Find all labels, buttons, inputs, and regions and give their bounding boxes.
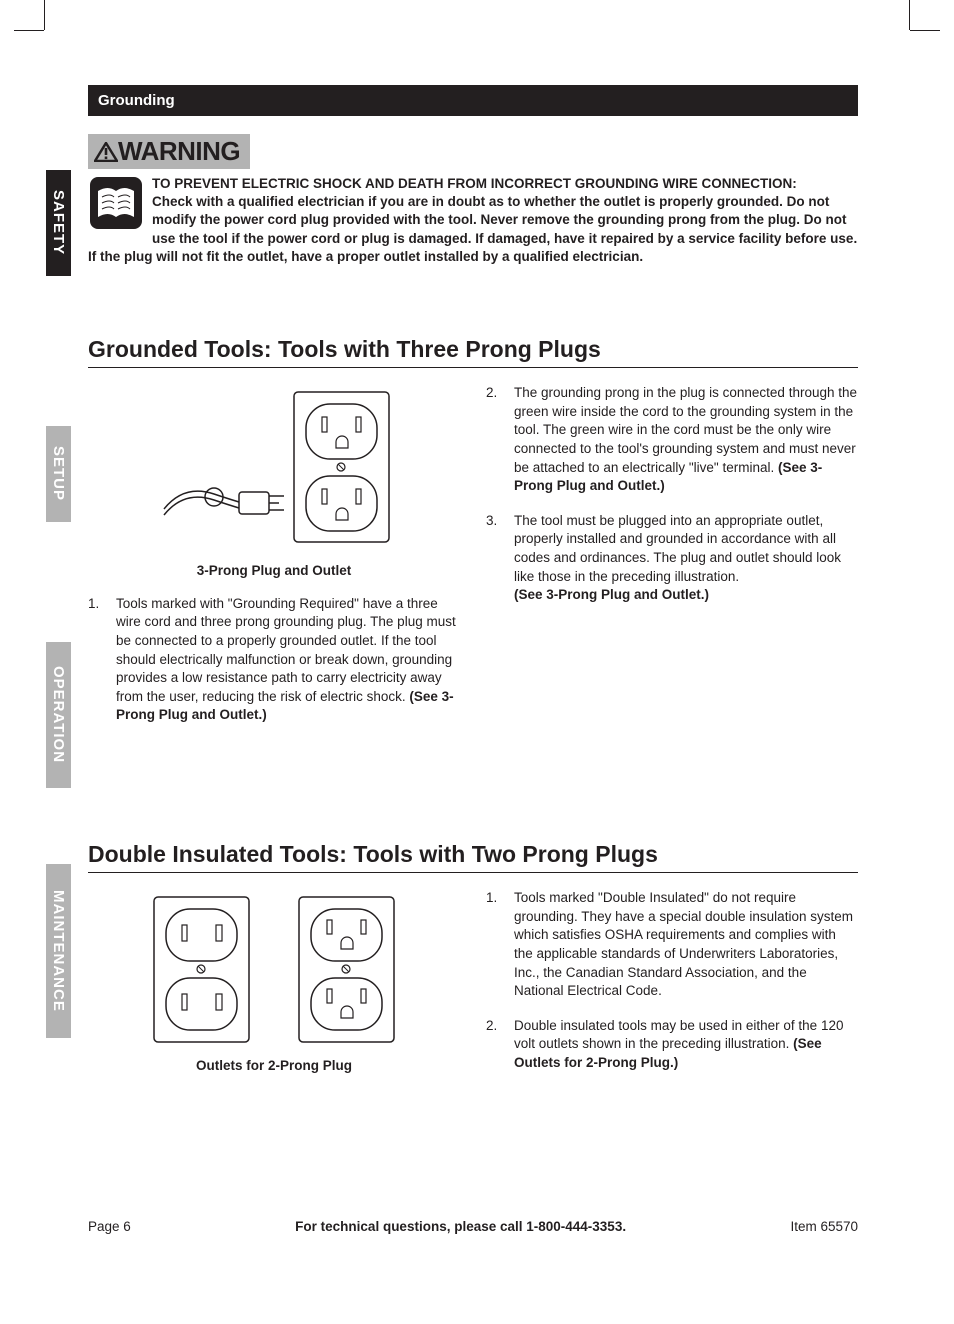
outlet-2prong-icon [124, 889, 424, 1049]
section2-right-col: Tools marked "Double Insulated" do not r… [486, 889, 858, 1090]
manual-icon [88, 175, 144, 231]
section1-right-col: The grounding prong in the plug is conne… [486, 384, 858, 741]
figure-3prong-caption: 3-Prong Plug and Outlet [88, 562, 460, 581]
list-item: Tools marked with "Grounding Required" h… [88, 595, 460, 725]
warning-heading: TO PREVENT ELECTRIC SHOCK AND DEATH FROM… [152, 176, 797, 191]
tab-safety: SAFETY [46, 170, 71, 276]
page-footer: Page 6 For technical questions, please c… [88, 1219, 858, 1234]
footer-page: Page 6 [88, 1219, 131, 1234]
section2-list-right: Tools marked "Double Insulated" do not r… [486, 889, 858, 1073]
section1-body: 3-Prong Plug and Outlet Tools marked wit… [88, 384, 858, 741]
list-text: Tools marked with "Grounding Required" h… [116, 596, 456, 704]
page-content: Grounding WARNING TO PREVENT ELECTRIC SH… [88, 85, 858, 1090]
footer-item: Item 65570 [790, 1219, 858, 1234]
tab-operation: OPERATION [46, 642, 71, 788]
section1-list-right: The grounding prong in the plug is conne… [486, 384, 858, 605]
warning-text: WARNING [118, 136, 240, 166]
warning-body: TO PREVENT ELECTRIC SHOCK AND DEATH FROM… [88, 175, 858, 266]
warning-paragraph: Check with a qualified electrician if yo… [88, 194, 857, 264]
outlet-3prong-icon [144, 384, 404, 554]
figure-3prong: 3-Prong Plug and Outlet [88, 384, 460, 581]
list-text: The tool must be plugged into an appropr… [514, 513, 841, 584]
list-bold: (See 3-Prong Plug and Outlet.) [514, 587, 709, 602]
section2-left-col: Outlets for 2-Prong Plug [88, 889, 460, 1090]
section1-title: Grounded Tools: Tools with Three Prong P… [88, 336, 858, 368]
figure-2prong: Outlets for 2-Prong Plug [88, 889, 460, 1076]
figure-2prong-caption: Outlets for 2-Prong Plug [88, 1057, 460, 1076]
warning-triangle-icon [94, 142, 118, 162]
list-item: Tools marked "Double Insulated" do not r… [486, 889, 858, 1001]
crop-mark [44, 0, 45, 30]
list-item: The tool must be plugged into an appropr… [486, 512, 858, 605]
footer-support: For technical questions, please call 1-8… [295, 1219, 626, 1234]
section2-title: Double Insulated Tools: Tools with Two P… [88, 841, 858, 873]
crop-mark [910, 30, 940, 31]
grounding-header: Grounding [88, 85, 858, 116]
section1-list-left: Tools marked with "Grounding Required" h… [88, 595, 460, 725]
list-item: Double insulated tools may be used in ei… [486, 1017, 858, 1073]
section1-left-col: 3-Prong Plug and Outlet Tools marked wit… [88, 384, 460, 741]
list-item: The grounding prong in the plug is conne… [486, 384, 858, 496]
tab-setup: SETUP [46, 426, 71, 522]
list-text: Tools marked "Double Insulated" do not r… [514, 890, 853, 998]
sidebar-tabs: SAFETY SETUP OPERATION MAINTENANCE [46, 170, 74, 1038]
warning-label: WARNING [88, 134, 250, 169]
section2-body: Outlets for 2-Prong Plug Tools marked "D… [88, 889, 858, 1090]
crop-mark [909, 0, 910, 30]
crop-mark [14, 30, 44, 31]
tab-maintenance: MAINTENANCE [46, 864, 71, 1038]
